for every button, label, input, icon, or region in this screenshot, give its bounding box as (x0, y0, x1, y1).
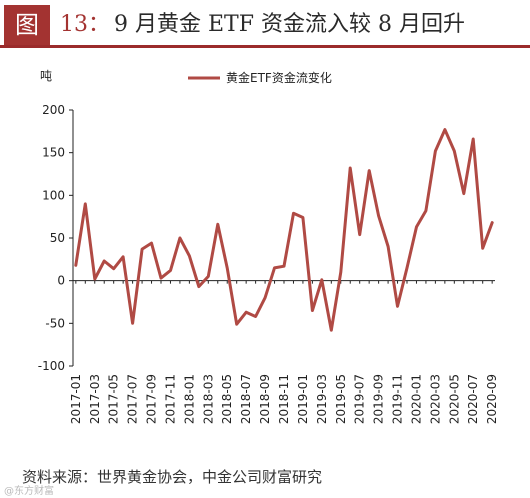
x-tick-label: 2018-05 (220, 374, 234, 424)
x-tick-label: 2018-07 (239, 374, 253, 424)
x-tick-label: 2020-07 (466, 374, 480, 424)
y-axis-unit-label: 吨 (40, 69, 52, 83)
source-note: 资料来源：世界黄金协会，中金公司财富研究 (22, 468, 323, 486)
x-tick-label: 2018-01 (182, 374, 196, 424)
x-tick-label: 2018-11 (277, 374, 291, 424)
y-tick-label: 0 (57, 274, 65, 288)
chart-ticks: -100 -50 0 50 100 150 200 吨 2017-01 2017-03 2017-0… (38, 69, 499, 424)
figure-header: 图 13： 9 月黄金 ETF 资金流入较 8 月回升 (0, 0, 530, 48)
chart-plot-area (74, 128, 494, 332)
x-tick-label: 2020-01 (409, 374, 423, 424)
x-tick-label: 2019-09 (372, 374, 386, 424)
x-tick-label: 2018-09 (258, 374, 272, 424)
x-tick-label: 2017-09 (145, 374, 159, 424)
y-tick-label: 50 (50, 231, 65, 245)
x-tick-label: 2017-11 (163, 374, 177, 424)
x-tick-label: 2019-11 (391, 374, 405, 424)
y-tick-label: -50 (45, 316, 65, 330)
figure-number: 13： (60, 12, 110, 37)
x-tick-label: 2017-07 (126, 374, 140, 424)
x-tick-label: 2017-05 (107, 374, 121, 424)
x-tick-label: 2020-09 (485, 374, 499, 424)
series-line (74, 128, 494, 332)
chart-legend: 黄金ETF资金流变化 (188, 70, 332, 85)
x-tick-label: 2019-01 (296, 374, 310, 424)
watermark: @东方财富 (4, 486, 54, 497)
x-tick-label: 2019-05 (334, 374, 348, 424)
figure-label-box: 图 (4, 5, 50, 45)
x-tick-label: 2019-07 (353, 374, 367, 424)
y-tick-label: 200 (42, 103, 65, 117)
x-tick-label: 2017-01 (69, 374, 83, 424)
x-tick-label: 2017-03 (88, 374, 102, 424)
x-tick-label: 2019-03 (315, 374, 329, 424)
y-tick-label: -100 (38, 359, 65, 373)
x-tick-label: 2020-05 (447, 374, 461, 424)
figure-title-text: 9 月黄金 ETF 资金流入较 8 月回升 (114, 12, 465, 37)
x-tick-label: 2018-03 (201, 374, 215, 424)
chart-axes (72, 110, 495, 366)
line-chart: -100 -50 0 50 100 150 200 吨 2017-01 2017-03 2017-0… (38, 69, 499, 424)
figure-title: 13： 9 月黄金 ETF 资金流入较 8 月回升 (60, 6, 465, 44)
y-tick-label: 100 (42, 188, 65, 202)
y-tick-label: 150 (42, 146, 65, 160)
x-tick-label: 2020-03 (428, 374, 442, 424)
legend-label: 黄金ETF资金流变化 (226, 70, 332, 85)
